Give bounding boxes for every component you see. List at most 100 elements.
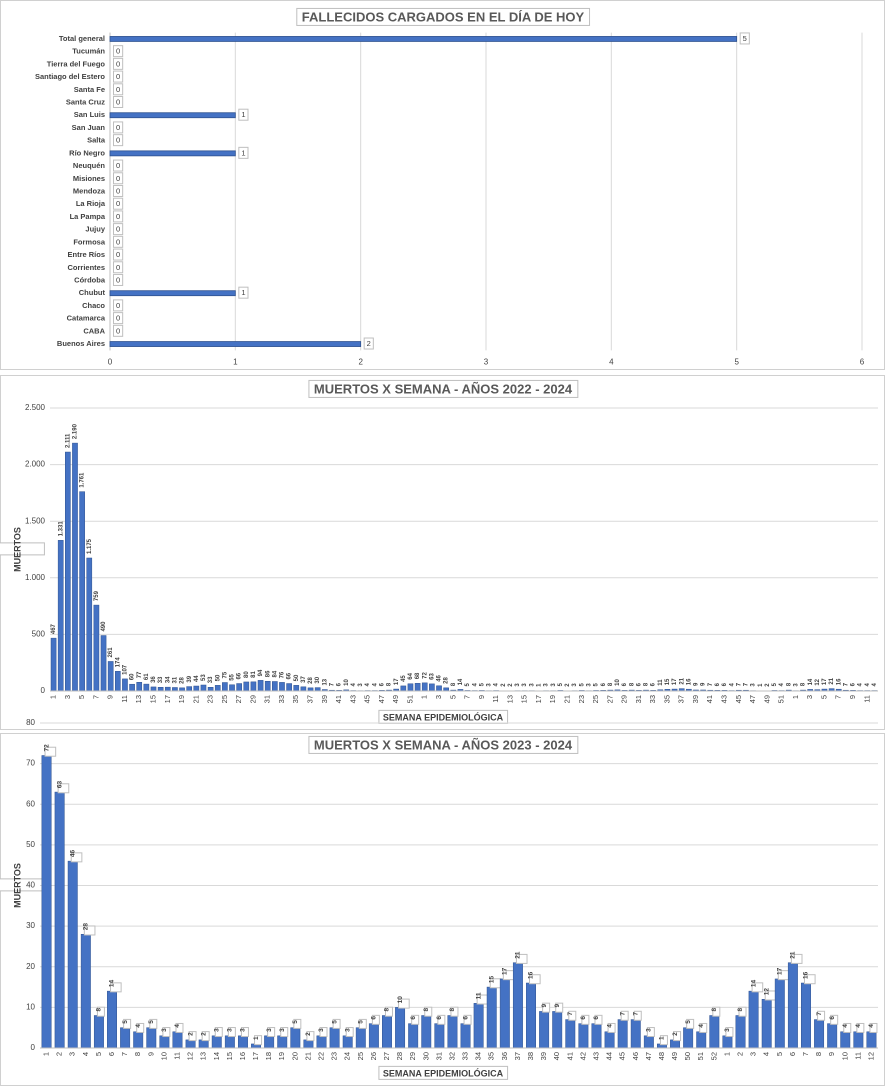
label-box	[113, 197, 124, 210]
label-box	[110, 982, 122, 993]
bar	[229, 684, 235, 692]
bar	[146, 1027, 157, 1049]
data-label: 36	[151, 676, 157, 683]
label-box	[238, 286, 249, 299]
x-tick-label: 3	[484, 358, 489, 367]
data-label: 2	[508, 683, 514, 687]
x-tick-label: 9	[106, 695, 115, 699]
data-label: 39	[187, 675, 193, 682]
data-label: 0	[116, 301, 120, 310]
bar	[207, 687, 214, 692]
data-label: 28	[180, 676, 186, 683]
label-box	[594, 1014, 603, 1025]
x-tick-label: 3	[805, 695, 814, 699]
bar	[257, 680, 264, 692]
x-tick-label: 7	[463, 695, 472, 699]
data-label: 3	[515, 683, 521, 687]
bar	[72, 442, 78, 692]
x-tick-label: 15	[520, 695, 529, 703]
data-label: 14	[808, 678, 814, 685]
label-box	[123, 1018, 132, 1029]
bar	[552, 1011, 563, 1049]
data-label: 8	[644, 682, 650, 686]
label-box	[725, 1027, 734, 1038]
x-tick-label: 1	[722, 1052, 731, 1056]
bar	[293, 685, 300, 692]
x-tick-label: 13	[199, 1052, 208, 1060]
label-box	[113, 261, 124, 274]
data-label: 28	[308, 676, 314, 683]
data-label: 15	[665, 678, 671, 685]
x-tick-label: 1	[49, 695, 58, 699]
data-label: 81	[251, 670, 257, 677]
bar	[630, 1019, 641, 1049]
label-box	[293, 1018, 302, 1029]
x-tick-label: 25	[356, 1052, 365, 1060]
data-label: 63	[56, 780, 63, 788]
x-tick-label: 27	[605, 695, 614, 703]
x-tick-label: 12	[866, 1052, 875, 1060]
x-tick-label: 5	[734, 358, 739, 367]
y-tick-label: Río Negro	[69, 148, 105, 157]
x-tick-label: 25	[220, 695, 229, 703]
data-label: 490	[101, 621, 107, 632]
data-label: 17	[777, 967, 784, 975]
data-label: 31	[172, 676, 178, 683]
data-label: 7	[632, 1012, 639, 1016]
data-label: 6	[829, 1016, 836, 1020]
y-tick-label: Corrientes	[67, 263, 105, 272]
x-tick-label: 47	[644, 1052, 653, 1060]
panel	[0, 375, 885, 730]
label-box	[254, 1035, 263, 1046]
data-label: 4	[135, 1024, 142, 1028]
x-tick-label: 30	[421, 1052, 430, 1060]
data-label: 4	[779, 683, 785, 687]
label-box	[555, 1002, 564, 1013]
x-tick-label: 21	[191, 695, 200, 703]
bar	[172, 687, 178, 692]
x-tick-label: 12	[186, 1052, 195, 1060]
bar	[382, 1015, 392, 1049]
data-label: 8	[608, 682, 614, 686]
x-tick-label: 39	[539, 1052, 548, 1060]
label-box	[136, 1022, 145, 1033]
x-tick-label: 43	[348, 695, 357, 703]
data-label: 3	[724, 1028, 731, 1032]
data-label: 9	[554, 1003, 561, 1007]
label-box	[113, 324, 124, 337]
bar	[421, 682, 428, 692]
y-tick-label: 60	[26, 799, 35, 808]
x-tick-label: 7	[801, 1052, 810, 1056]
bar	[709, 1015, 720, 1049]
bar	[129, 683, 135, 692]
data-label: 0	[116, 85, 120, 94]
data-label: 261	[108, 647, 114, 658]
bar	[722, 1035, 733, 1049]
x-tick-label: 42	[578, 1052, 587, 1060]
data-label: 21	[790, 951, 797, 959]
data-label: 1	[758, 683, 764, 687]
x-tick-label: 2	[736, 1052, 745, 1056]
x-tick-label: 31	[263, 695, 272, 703]
x-tick-label: 5	[77, 695, 86, 699]
data-label: 0	[116, 225, 120, 234]
label-box	[659, 1035, 668, 1046]
y-tick-label: 70	[26, 759, 35, 768]
data-label: 30	[315, 676, 321, 683]
bar	[368, 1023, 379, 1049]
bar	[748, 990, 759, 1049]
data-label: 1	[253, 1036, 260, 1040]
data-label: 8	[449, 1008, 456, 1012]
data-label: 0	[116, 326, 120, 335]
y-tick-label: 20	[26, 962, 35, 971]
data-label: 5	[465, 682, 471, 686]
bar	[41, 755, 52, 1049]
data-label: 7	[708, 682, 714, 686]
data-label: 2	[565, 683, 571, 687]
label-box	[332, 1018, 341, 1029]
y-tick-label: Buenos Aires	[57, 339, 105, 348]
y-tick-label: 2.000	[25, 460, 46, 469]
label-box	[790, 953, 803, 964]
data-label: 3	[344, 1028, 351, 1032]
label-box	[280, 1027, 289, 1038]
